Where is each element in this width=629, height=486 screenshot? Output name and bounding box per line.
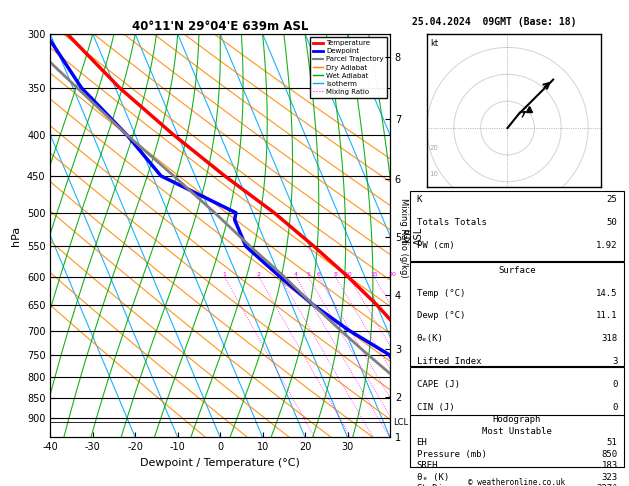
Text: 1: 1 bbox=[223, 272, 226, 277]
Text: 2: 2 bbox=[257, 272, 261, 277]
Text: 51: 51 bbox=[607, 438, 618, 448]
Text: 227°: 227° bbox=[596, 484, 618, 486]
Text: 10: 10 bbox=[430, 172, 438, 177]
Text: LCL: LCL bbox=[393, 418, 408, 427]
Text: 11.1: 11.1 bbox=[596, 312, 618, 320]
Text: © weatheronline.co.uk: © weatheronline.co.uk bbox=[469, 478, 565, 486]
Title: 40°11'N 29°04'E 639m ASL: 40°11'N 29°04'E 639m ASL bbox=[132, 20, 308, 33]
Text: Totals Totals: Totals Totals bbox=[416, 218, 486, 227]
Text: K: K bbox=[416, 195, 422, 205]
Text: 5: 5 bbox=[306, 272, 310, 277]
Text: 25: 25 bbox=[607, 195, 618, 205]
Text: 323: 323 bbox=[601, 473, 618, 482]
Text: CAPE (J): CAPE (J) bbox=[416, 380, 460, 389]
Text: 0: 0 bbox=[612, 403, 618, 412]
Text: 318: 318 bbox=[601, 334, 618, 343]
Text: θₑ (K): θₑ (K) bbox=[416, 473, 448, 482]
Text: 0: 0 bbox=[612, 380, 618, 389]
Text: Surface: Surface bbox=[498, 265, 536, 275]
Text: 14.5: 14.5 bbox=[596, 289, 618, 297]
Y-axis label: km
ASL: km ASL bbox=[403, 226, 424, 245]
Y-axis label: hPa: hPa bbox=[11, 226, 21, 246]
Text: 50: 50 bbox=[607, 218, 618, 227]
Bar bbox=[410, 191, 624, 261]
Text: 6: 6 bbox=[316, 272, 320, 277]
Text: PW (cm): PW (cm) bbox=[416, 242, 454, 250]
Text: 3: 3 bbox=[278, 272, 282, 277]
Text: Pressure (mb): Pressure (mb) bbox=[416, 450, 486, 459]
Text: 10: 10 bbox=[345, 272, 353, 277]
Bar bbox=[410, 262, 624, 366]
Text: Dewp (°C): Dewp (°C) bbox=[416, 312, 465, 320]
Legend: Temperature, Dewpoint, Parcel Trajectory, Dry Adiabat, Wet Adiabat, Isotherm, Mi: Temperature, Dewpoint, Parcel Trajectory… bbox=[310, 37, 386, 98]
Text: 1.92: 1.92 bbox=[596, 242, 618, 250]
Text: 20: 20 bbox=[388, 272, 396, 277]
Text: Lifted Index: Lifted Index bbox=[416, 357, 481, 366]
Text: SREH: SREH bbox=[416, 461, 438, 470]
Text: 25.04.2024  09GMT (Base: 18): 25.04.2024 09GMT (Base: 18) bbox=[412, 17, 577, 27]
Text: kt: kt bbox=[430, 38, 438, 48]
Text: 3: 3 bbox=[612, 357, 618, 366]
Text: 4: 4 bbox=[294, 272, 298, 277]
Text: Temp (°C): Temp (°C) bbox=[416, 289, 465, 297]
Text: EH: EH bbox=[416, 438, 427, 448]
Text: 850: 850 bbox=[601, 450, 618, 459]
Text: θₑ(K): θₑ(K) bbox=[416, 334, 443, 343]
Text: Most Unstable: Most Unstable bbox=[482, 427, 552, 436]
Bar bbox=[410, 367, 624, 467]
Text: Hodograph: Hodograph bbox=[493, 416, 541, 424]
Text: CIN (J): CIN (J) bbox=[416, 403, 454, 412]
Text: Mixing Ratio (g/kg): Mixing Ratio (g/kg) bbox=[399, 198, 408, 278]
Text: StmDir: StmDir bbox=[416, 484, 448, 486]
X-axis label: Dewpoint / Temperature (°C): Dewpoint / Temperature (°C) bbox=[140, 458, 300, 468]
Text: 183: 183 bbox=[601, 461, 618, 470]
Text: 20: 20 bbox=[430, 144, 438, 151]
Text: 15: 15 bbox=[370, 272, 377, 277]
Text: 8: 8 bbox=[333, 272, 337, 277]
